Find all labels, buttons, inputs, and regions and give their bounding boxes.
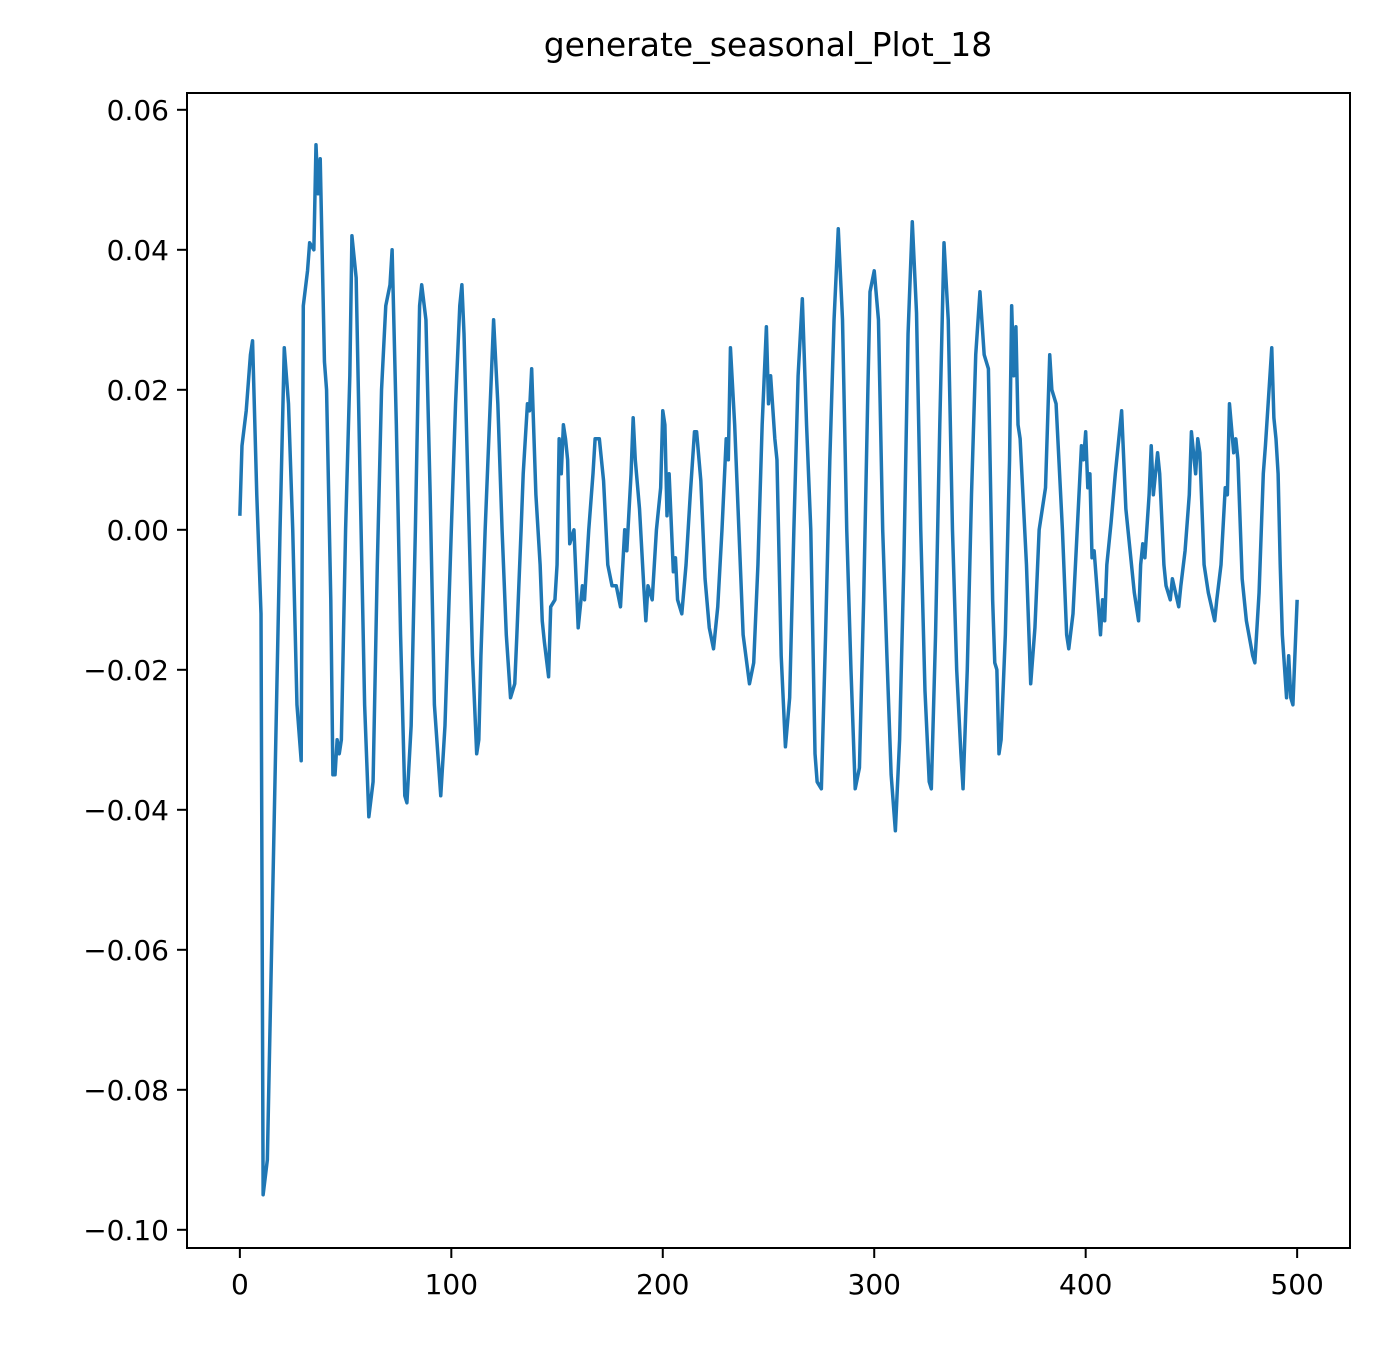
chart-title: generate_seasonal_Plot_18 xyxy=(544,25,993,64)
x-tick-label: 0 xyxy=(231,1268,249,1301)
y-tick-label: −0.10 xyxy=(83,1214,169,1247)
y-tick-label: 0.02 xyxy=(107,374,169,407)
y-tick-label: −0.02 xyxy=(83,654,169,687)
x-tick-label: 100 xyxy=(425,1268,478,1301)
x-tick-label: 300 xyxy=(848,1268,901,1301)
y-tick-label: 0.00 xyxy=(107,514,169,547)
y-tick-label: 0.04 xyxy=(107,234,169,267)
x-tick-label: 400 xyxy=(1059,1268,1112,1301)
x-tick-label: 200 xyxy=(636,1268,689,1301)
x-tick-label: 500 xyxy=(1270,1268,1323,1301)
plot-frame xyxy=(186,92,1351,1249)
y-tick-label: −0.08 xyxy=(83,1074,169,1107)
data-line xyxy=(238,143,1299,1197)
y-tick-label: −0.04 xyxy=(83,794,169,827)
y-tick-label: −0.06 xyxy=(83,934,169,967)
y-tick-label: 0.06 xyxy=(107,94,169,127)
